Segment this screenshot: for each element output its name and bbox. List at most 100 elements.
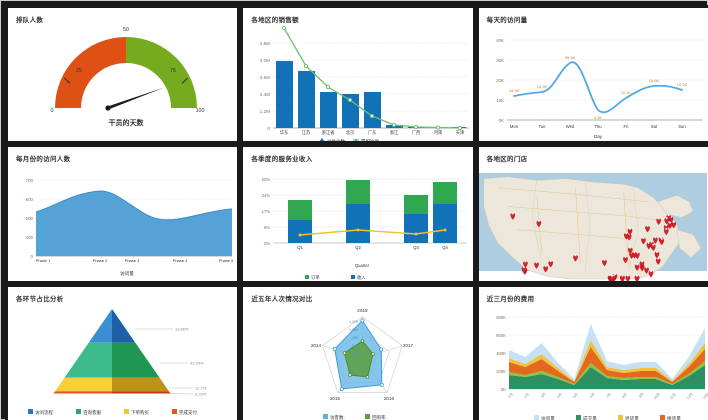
svg-text:40K: 40K xyxy=(496,38,504,43)
svg-text:华东: 华东 xyxy=(280,129,289,136)
svg-text:Phase 5: Phase 5 xyxy=(219,258,234,263)
svg-text:50: 50 xyxy=(123,27,129,33)
svg-text:15,3K: 15,3K xyxy=(508,88,519,93)
svg-text:成交量: 成交量 xyxy=(583,415,597,420)
svg-text:浙江: 浙江 xyxy=(390,129,399,136)
svg-text:780: 780 xyxy=(352,336,358,340)
svg-text:12月: 12月 xyxy=(685,391,694,400)
svg-text:浙江省: 浙江省 xyxy=(322,129,336,136)
svg-text:Phase 1: Phase 1 xyxy=(36,258,51,263)
svg-text:10月: 10月 xyxy=(652,391,661,400)
svg-text:1,040: 1,040 xyxy=(349,328,358,332)
svg-text:30K: 30K xyxy=(496,58,504,63)
svg-text:订单: 订单 xyxy=(311,274,320,281)
svg-text:4月: 4月 xyxy=(555,391,562,398)
svg-text:访问量: 访问量 xyxy=(541,415,555,420)
svg-text:520: 520 xyxy=(352,344,358,348)
svg-text:Day: Day xyxy=(594,134,603,139)
svg-text:2016: 2016 xyxy=(384,396,395,401)
svg-text:43.39%: 43.39% xyxy=(190,360,204,365)
svg-text:Sun: Sun xyxy=(678,124,686,129)
svg-text:34%: 34% xyxy=(262,193,271,198)
svg-text:600: 600 xyxy=(26,197,34,202)
svg-text:完成支付: 完成支付 xyxy=(179,409,197,416)
svg-text:0: 0 xyxy=(268,126,271,131)
svg-text:访问量: 访问量 xyxy=(120,270,134,277)
svg-text:Tue: Tue xyxy=(538,124,546,129)
svg-text:5月: 5月 xyxy=(571,391,578,398)
svg-text:8%: 8% xyxy=(264,225,270,230)
svg-text:12.7%: 12.7% xyxy=(195,385,207,390)
svg-text:13月: 13月 xyxy=(701,391,708,400)
svg-text:400K: 400K xyxy=(496,351,506,356)
svg-text:Q1: Q1 xyxy=(298,245,304,250)
svg-text:Wed: Wed xyxy=(565,124,574,129)
svg-text:Phase 3: Phase 3 xyxy=(125,258,140,263)
svg-text:75: 75 xyxy=(170,68,176,74)
svg-text:1,300: 1,300 xyxy=(349,320,358,324)
svg-text:2018: 2018 xyxy=(358,308,369,313)
svg-text:4.0M: 4.0M xyxy=(260,58,270,63)
svg-text:3月: 3月 xyxy=(539,391,546,398)
svg-text:访问流程: 访问流程 xyxy=(35,409,53,416)
svg-text:3.6M: 3.6M xyxy=(260,75,270,80)
svg-text:3.23%: 3.23% xyxy=(195,391,207,396)
svg-text:50%: 50% xyxy=(262,177,271,182)
svg-text:Sat: Sat xyxy=(651,124,658,129)
svg-text:10,2K: 10,2K xyxy=(676,82,687,87)
svg-text:换货量: 换货量 xyxy=(667,415,681,420)
svg-text:20K: 20K xyxy=(496,78,504,83)
svg-text:500: 500 xyxy=(26,216,34,221)
svg-text:Q2: Q2 xyxy=(356,245,362,250)
svg-text:0: 0 xyxy=(51,108,54,114)
svg-text:17%: 17% xyxy=(262,209,271,214)
svg-text:2017: 2017 xyxy=(403,343,414,348)
svg-text:河南: 河南 xyxy=(434,129,443,135)
svg-text:14,2K: 14,2K xyxy=(536,84,547,89)
svg-text:Mon: Mon xyxy=(510,124,519,129)
svg-text:6月: 6月 xyxy=(588,391,595,398)
svg-text:0%: 0% xyxy=(264,241,270,246)
svg-text:100: 100 xyxy=(196,108,205,114)
svg-text:25: 25 xyxy=(76,68,82,74)
svg-text:Quarter: Quarter xyxy=(355,263,370,268)
svg-text:35,5K: 35,5K xyxy=(564,55,575,60)
svg-text:0K: 0K xyxy=(498,118,503,123)
svg-text:0: 0 xyxy=(31,254,34,259)
svg-text:800K: 800K xyxy=(496,315,506,320)
svg-text:收入: 收入 xyxy=(357,274,366,281)
svg-text:4.1K: 4.1K xyxy=(594,115,603,120)
svg-text:400: 400 xyxy=(26,235,34,240)
svg-text:0K: 0K xyxy=(501,387,506,392)
svg-text:600K: 600K xyxy=(496,333,506,338)
svg-text:1.2M: 1.2M xyxy=(260,109,270,114)
svg-text:回购率.: 回购率. xyxy=(372,414,387,420)
svg-text:700: 700 xyxy=(26,178,34,183)
svg-text:2014: 2014 xyxy=(311,343,322,348)
svg-text:Fri: Fri xyxy=(623,124,628,129)
svg-text:8月: 8月 xyxy=(620,391,627,398)
svg-text:天津: 天津 xyxy=(456,129,465,136)
svg-text:Q4: Q4 xyxy=(443,245,449,250)
svg-text:13.86%: 13.86% xyxy=(175,326,189,331)
svg-text:广东: 广东 xyxy=(368,129,377,136)
svg-text:1月: 1月 xyxy=(506,391,513,398)
svg-text:4,8M: 4,8M xyxy=(260,41,270,46)
svg-text:11月: 11月 xyxy=(668,391,677,400)
svg-text:15,6K: 15,6K xyxy=(648,78,659,83)
svg-text:广西: 广西 xyxy=(412,129,421,136)
svg-text:11,1K: 11,1K xyxy=(621,90,631,95)
svg-text:退货量: 退货量 xyxy=(625,415,639,420)
svg-text:7月: 7月 xyxy=(604,391,611,398)
svg-text:2015: 2015 xyxy=(330,396,341,401)
svg-text:2.4M: 2.4M xyxy=(260,92,270,97)
svg-text:访客数.: 访客数. xyxy=(330,414,345,420)
svg-text:北京: 北京 xyxy=(346,129,355,136)
svg-text:Phase 2: Phase 2 xyxy=(93,258,108,263)
svg-text:2月: 2月 xyxy=(522,391,529,398)
svg-text:江苏: 江苏 xyxy=(302,129,311,136)
svg-text:Q3: Q3 xyxy=(414,245,420,250)
svg-text:Phase 4: Phase 4 xyxy=(173,258,188,263)
svg-text:200K: 200K xyxy=(496,369,506,374)
svg-text:9月: 9月 xyxy=(637,391,644,398)
